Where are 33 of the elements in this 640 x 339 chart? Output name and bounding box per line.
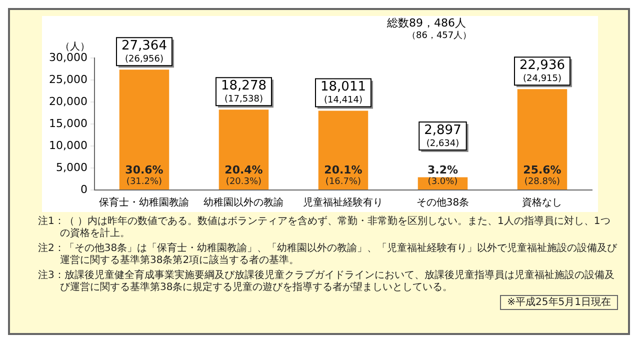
y-tick-label: 10,000 [48,138,88,152]
data-label: 2,897 (2,634) [424,122,462,149]
annotation: 20.4% (20.3%) [224,163,263,187]
y-tick-label: 5,000 [56,160,88,174]
text: 注2：「その他38条」は「保育士・幼稚園教諭」、「幼稚園以外の教諭」、「児童福祉経験有り」以外で児童福祉施設の設備及び運営に関する基準第38条第2項に該当する者の基準。 [38,243,618,267]
text: ※平成25年5月1日現在 [500,295,618,310]
annotation: 25.6% (28.8%) [523,163,562,187]
annotation: 20.1% (16.7%) [324,163,362,187]
data-label: 27,364 (26,956) [121,38,167,64]
bar [318,110,368,190]
text: 注3：放課後児童健全育成事業実施要綱及び放課後児童クラブガイドラインにおいて、放課後児童指導員は児童福祉施設の設備及び運営に関する基準第38条に規定する児童の遊びを指導する者が望ましいとしている。 [38,270,616,294]
annotation: 30.6% (31.2%) [125,163,164,187]
annotation: 3.2% (3.0%) [427,163,458,187]
x-tick-label: 児童福祉経験有り [303,196,384,209]
data-label: 22,936 (24,915) [520,58,565,84]
x-tick-label: 資格なし [522,196,562,209]
y-tick-label: 20,000 [48,94,88,108]
chart-title: 総数89，486人 [386,16,466,30]
y-tick-label: 30,000 [48,50,88,64]
y-tick-label: 15,000 [48,116,88,130]
bar [517,89,568,190]
data-label: 18,011 (14,414) [320,80,366,106]
data-label: 18,278 (17,538) [220,78,266,104]
bar [119,70,170,190]
bar [218,110,269,190]
y-tick-label: 25,000 [48,72,88,86]
y-axis-title: （人） [60,42,90,53]
x-tick-label: 幼稚園以外の教諭 [204,196,284,209]
x-tick-label: その他38条 [416,196,470,209]
x-tick-label: 保育士・幼稚園教諭 [99,196,190,209]
chart-subtitle: （86，457人） [407,30,472,41]
text: 注1：（ ）内は昨年の数値である。数値はボランティアを含めず、常勤・非常勤を区別しない。また、1人の指導員に対し、1つの資格を計上。 [38,216,612,240]
y-tick-label: 0 [80,182,88,196]
